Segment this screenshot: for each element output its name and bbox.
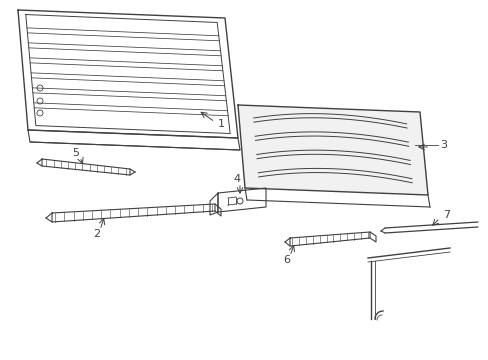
Text: 2: 2 (93, 229, 101, 239)
Text: 3: 3 (439, 140, 446, 150)
Text: 5: 5 (72, 148, 80, 158)
Polygon shape (238, 105, 427, 195)
Text: 1: 1 (218, 119, 224, 129)
Text: 7: 7 (442, 210, 449, 220)
Text: 4: 4 (233, 174, 240, 184)
Text: 6: 6 (283, 255, 290, 265)
